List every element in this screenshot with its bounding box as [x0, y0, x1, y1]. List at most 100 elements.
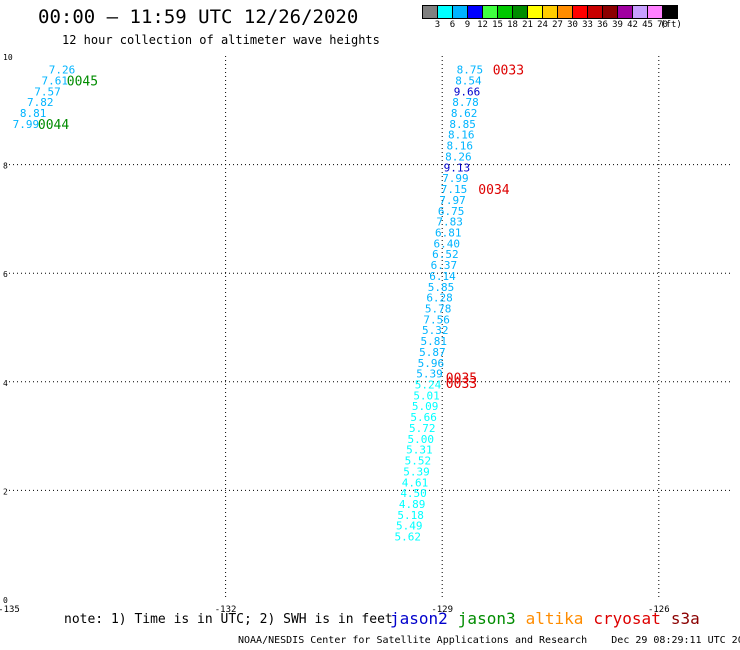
data-point: 5.39 — [403, 465, 430, 478]
legend-label: 36 — [597, 20, 608, 30]
satellite-legend: jason2 jason3 altika cryosat s3a — [390, 609, 710, 628]
data-point: 5.78 — [425, 302, 452, 315]
data-point: 5.81 — [421, 335, 448, 348]
data-points: 7.267.617.577.828.817.998.758.549.668.78… — [13, 64, 484, 544]
legend-label: 12 — [477, 20, 488, 30]
data-point: 5.01 — [413, 389, 440, 402]
satellite-s3a: s3a — [670, 609, 700, 628]
data-point: 5.85 — [428, 281, 455, 294]
data-point: 8.54 — [455, 74, 482, 87]
legend-label: 45 — [642, 20, 653, 30]
data-point: 7.15 — [441, 183, 468, 196]
legend-label: 9 — [464, 20, 471, 30]
data-point: 5.52 — [405, 455, 432, 468]
data-point: 5.66 — [410, 411, 437, 424]
x-tick-label: -126 — [648, 605, 670, 615]
legend-label: 27 — [552, 20, 563, 30]
y-tick-label: 4 — [3, 379, 8, 388]
y-tick-label: 6 — [3, 270, 8, 279]
data-point: 6.81 — [435, 226, 462, 239]
data-point: 8.81 — [20, 107, 47, 120]
data-point: 7.56 — [423, 313, 450, 326]
data-point: 6.75 — [438, 205, 465, 218]
data-point: 8.16 — [447, 140, 474, 153]
time-annotation: 0035 — [446, 371, 477, 386]
data-point: 5.62 — [395, 531, 422, 544]
data-point: 9.13 — [444, 161, 471, 174]
chart-title: 00:00 – 11:59 UTC 12/26/2020 — [38, 6, 359, 28]
legend-unit: (ft) — [660, 20, 682, 30]
satellite-jason3: jason3 — [457, 609, 516, 628]
axis-labels: -135-132-129-126-123-1200246810 — [0, 53, 670, 615]
data-point: 7.82 — [27, 96, 54, 109]
satellite-cryosat: cryosat — [593, 609, 661, 628]
satellite-jason2: jason2 — [390, 609, 448, 628]
data-point: 7.99 — [442, 172, 469, 185]
y-tick-label: 10 — [3, 53, 13, 62]
legend-swatch — [662, 5, 678, 19]
data-point: 7.97 — [439, 194, 466, 207]
x-tick-label: -129 — [431, 605, 453, 615]
legend-label: 3 — [434, 20, 441, 30]
y-tick-label: 2 — [3, 487, 8, 496]
data-point: 5.96 — [418, 357, 445, 370]
data-point: 5.09 — [412, 400, 439, 413]
legend-label: 42 — [627, 20, 638, 30]
time-annotation: 0044 — [38, 118, 69, 133]
data-point: 6.40 — [434, 237, 461, 250]
color-legend: 3 6 9 12 15 18 21 24 27 30 33 36 39 42 45 70 (ft) — [422, 5, 682, 32]
data-point: 8.85 — [449, 118, 476, 131]
grid — [9, 56, 731, 599]
legend-label: 21 — [522, 20, 533, 30]
x-tick-label: -135 — [0, 605, 20, 615]
data-point: 7.83 — [436, 216, 463, 229]
legend-labels: 3 6 9 12 15 18 21 24 27 30 33 36 39 42 45 70 (ft) — [422, 20, 682, 32]
data-point: 7.26 — [49, 64, 76, 77]
data-point: 8.16 — [448, 129, 475, 142]
legend-label: 70 — [657, 20, 668, 30]
data-point: 5.18 — [397, 509, 424, 522]
time-annotation: 0033 — [446, 377, 477, 392]
data-point: 4.89 — [399, 498, 426, 511]
data-point: 8.62 — [451, 107, 478, 120]
time-annotation: 0033 — [493, 64, 524, 79]
data-point: 9.66 — [454, 85, 481, 98]
data-point: 5.00 — [408, 433, 435, 446]
legend-label: 15 — [492, 20, 503, 30]
chart-subtitle: 12 hour collection of altimeter wave hei… — [62, 33, 380, 47]
data-point: 4.50 — [400, 487, 427, 500]
data-point: 5.72 — [409, 422, 436, 435]
credit-line: NOAA/NESDIS Center for Satellite Applica… — [238, 635, 740, 646]
data-point: 6.52 — [432, 248, 459, 261]
y-tick-label: 0 — [3, 596, 8, 605]
data-point: 5.49 — [396, 520, 423, 533]
legend-label: 39 — [612, 20, 623, 30]
data-point: 8.78 — [452, 96, 479, 109]
data-point: 5.32 — [422, 324, 449, 337]
data-point: 5.87 — [419, 346, 446, 359]
legend-label: 33 — [582, 20, 593, 30]
data-point: 5.24 — [415, 379, 442, 392]
data-point: 8.75 — [457, 64, 484, 77]
legend-swatches — [422, 5, 678, 19]
footer-note: note: 1) Time is in UTC; 2) SWH is in fe… — [64, 612, 393, 627]
satellite-altika: altika — [525, 609, 584, 628]
y-tick-label: 8 — [3, 162, 8, 171]
data-point: 7.57 — [34, 85, 61, 98]
time-annotation: 0045 — [67, 74, 98, 89]
legend-label: 30 — [567, 20, 578, 30]
data-point: 6.14 — [429, 270, 456, 283]
data-point: 7.99 — [13, 118, 40, 131]
legend-label: 24 — [537, 20, 548, 30]
legend-label: 6 — [449, 20, 456, 30]
data-point: 4.61 — [402, 476, 429, 489]
x-tick-label: -132 — [215, 605, 237, 615]
time-annotation: 0034 — [478, 183, 509, 198]
data-point: 8.26 — [445, 150, 472, 163]
legend-label: 18 — [507, 20, 518, 30]
data-point: 6.37 — [431, 259, 458, 272]
data-point: 6.28 — [426, 292, 453, 305]
data-point: 5.31 — [406, 444, 433, 457]
